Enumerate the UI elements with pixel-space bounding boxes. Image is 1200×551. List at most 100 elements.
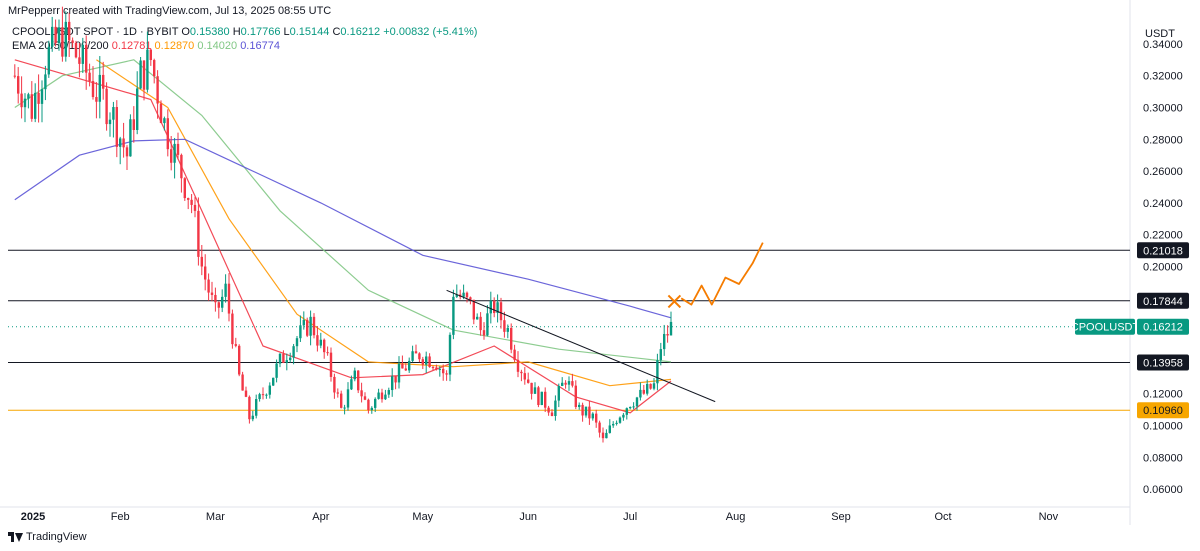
- candle-body: [91, 81, 95, 98]
- price-tick-label: 0.12000: [1143, 389, 1183, 401]
- candle-body: [13, 75, 16, 77]
- candle-body: [85, 44, 88, 73]
- candle-body: [217, 302, 220, 308]
- candle-body: [472, 299, 475, 320]
- candle-body: [170, 149, 173, 163]
- candle-body: [357, 370, 360, 391]
- candle-body: [197, 210, 200, 257]
- horizontal-levels: [8, 249, 1130, 411]
- candle-body: [81, 44, 84, 64]
- candle-body: [258, 394, 261, 400]
- price-tag-box: [1137, 242, 1189, 259]
- candle-body: [537, 387, 540, 406]
- candle-body: [306, 319, 309, 336]
- candle-body: [289, 357, 292, 361]
- candle-body: [176, 143, 180, 155]
- candle-body: [340, 393, 343, 408]
- candle-body: [374, 398, 377, 408]
- candle-body: [326, 352, 329, 354]
- candle-body: [34, 92, 37, 119]
- candle-body: [20, 93, 23, 108]
- projection-cross-stroke: [667, 294, 682, 309]
- candle-body: [139, 60, 142, 89]
- candle-body: [533, 387, 537, 394]
- candle-body: [54, 26, 57, 44]
- candle-body: [353, 370, 356, 380]
- price-tick-label: 0.08000: [1143, 452, 1183, 464]
- candle-body: [646, 383, 649, 394]
- ema100-value: 0.14020: [197, 40, 238, 52]
- candle-body: [57, 27, 61, 44]
- time-tick-label: Aug: [726, 511, 746, 523]
- candle-body: [370, 407, 373, 411]
- price-tag-label: 0.13958: [1143, 358, 1183, 370]
- candle-body: [663, 334, 666, 350]
- candle-body: [153, 60, 156, 77]
- candle-body: [136, 88, 139, 130]
- candle-body: [302, 319, 305, 326]
- candle-body: [74, 42, 78, 58]
- time-tick-label: Feb: [111, 511, 130, 523]
- candle-body: [666, 334, 669, 336]
- tradingview-brand: TradingView: [8, 531, 87, 543]
- candle-body: [295, 338, 299, 347]
- candle-body: [540, 391, 543, 406]
- candle-body: [404, 368, 407, 371]
- candle-body: [251, 415, 254, 420]
- open-value: 0.15380: [189, 26, 230, 38]
- candle-body: [503, 320, 506, 332]
- last-price-tag-label: 0.16212: [1143, 322, 1183, 334]
- candle-body: [649, 383, 652, 389]
- candle-body: [391, 376, 394, 391]
- candle-body: [333, 376, 336, 393]
- candle-body: [248, 396, 251, 420]
- last-price-symbol-label: CPOOLUSDT: [1071, 322, 1140, 334]
- candle-body: [132, 119, 135, 130]
- candle-body: [265, 394, 268, 396]
- candle-body: [652, 383, 656, 389]
- candle-body: [554, 400, 557, 417]
- candle-body: [489, 300, 492, 314]
- candle-body: [469, 297, 472, 300]
- candle-body: [414, 351, 418, 354]
- candle-body: [282, 353, 285, 363]
- candle-body: [44, 74, 47, 90]
- price-tick-label: 0.30000: [1143, 102, 1183, 114]
- candle-body: [285, 360, 288, 363]
- ema-title[interactable]: EMA 20/50/100/200: [12, 40, 109, 52]
- candle-body: [455, 294, 458, 297]
- price-tag-box: [1137, 402, 1189, 419]
- candle-body: [329, 352, 333, 377]
- candle-body: [431, 367, 435, 369]
- low-label: L: [283, 26, 290, 38]
- candle-body: [544, 391, 547, 408]
- time-tick-label: Jul: [623, 511, 637, 523]
- ema-legend: EMA 20/50/100/200 0.12781 0.12870 0.1402…: [12, 40, 280, 52]
- time-tick-label: Jun: [519, 511, 537, 523]
- ema-50-line: [96, 59, 672, 387]
- candle-body: [418, 353, 421, 360]
- candle-body: [496, 302, 499, 314]
- candle-body: [61, 27, 64, 57]
- symbol-name[interactable]: CPOOLUSDT SPOT · 1D · BYBIT: [12, 26, 179, 38]
- candle-body: [482, 330, 486, 336]
- candle-body: [448, 334, 452, 375]
- candle-body: [40, 89, 44, 104]
- candle-body: [574, 385, 577, 407]
- projection-path: [680, 242, 764, 306]
- candle-body: [615, 422, 618, 424]
- candle-body: [200, 256, 203, 267]
- candle-body: [425, 356, 428, 365]
- time-tick-label: 2025: [21, 511, 45, 523]
- candle-body: [17, 76, 20, 94]
- symbol-legend: CPOOLUSDT SPOT · 1D · BYBIT O0.15380 H0.…: [12, 26, 477, 38]
- candle-body: [336, 392, 339, 394]
- candle-body: [656, 360, 659, 384]
- candle-body: [659, 349, 662, 361]
- candle-body: [275, 363, 278, 378]
- candle-body: [129, 119, 132, 157]
- candle-body: [30, 94, 33, 119]
- candle-body: [438, 368, 441, 370]
- currency-label: USDT: [1145, 28, 1175, 40]
